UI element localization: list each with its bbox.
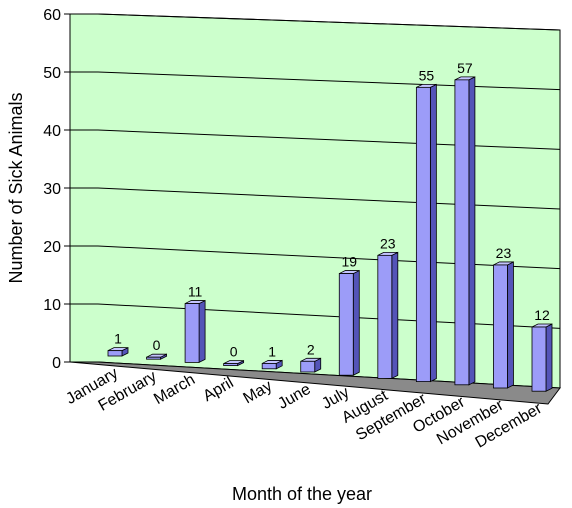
data-label: 23: [496, 245, 512, 261]
x-tick-label: March: [151, 371, 198, 408]
data-label: 23: [380, 235, 396, 251]
bar-front: [493, 264, 508, 389]
bar: [454, 76, 476, 386]
y-tick-label: 10: [43, 297, 61, 314]
bar: [493, 261, 514, 389]
data-label: 0: [153, 337, 161, 353]
data-label: 2: [307, 341, 315, 357]
bar-side: [352, 269, 360, 376]
bar-front: [107, 350, 123, 357]
bar-side: [507, 261, 514, 389]
bar-side: [429, 83, 437, 383]
floor: [69, 361, 561, 405]
gridline: [70, 129, 561, 150]
gridline: [70, 13, 561, 31]
y-tick-label: 40: [43, 123, 61, 140]
bar-front: [454, 79, 470, 386]
y-tick-label: 60: [43, 7, 61, 24]
bar: [223, 359, 245, 367]
bar: [338, 269, 360, 376]
gridline: [70, 71, 561, 91]
y-tick-label: 0: [52, 355, 61, 372]
bar-front: [377, 254, 393, 379]
x-tick-label: April: [200, 374, 236, 405]
bar-front: [184, 303, 200, 363]
data-label: 1: [268, 343, 276, 359]
bar-front: [415, 86, 431, 382]
bar: [415, 83, 437, 383]
data-label: 11: [188, 284, 203, 300]
x-axis-title: Month of the year: [232, 484, 372, 504]
gridline: [70, 245, 561, 270]
bar-side: [391, 251, 399, 380]
bar: [107, 347, 129, 357]
y-tick-label: 30: [43, 181, 61, 198]
data-label: 1: [114, 331, 122, 347]
data-label: 57: [457, 60, 473, 76]
bar: [377, 251, 399, 380]
bar-front: [338, 273, 354, 376]
x-tick-label: May: [240, 378, 275, 408]
bar: [184, 299, 206, 364]
y-axis-title: Number of Sick Animals: [6, 92, 26, 283]
data-label: 0: [230, 344, 238, 360]
bar-side: [468, 76, 476, 386]
bar-front: [223, 363, 239, 367]
data-label: 19: [341, 254, 357, 270]
bar: [531, 323, 553, 392]
y-tick-label: 50: [43, 65, 61, 82]
data-label: 55: [419, 67, 435, 83]
gridline: [70, 303, 561, 329]
plot-wall: [69, 13, 561, 389]
bar-side: [198, 299, 206, 364]
bar-front: [300, 360, 316, 373]
x-tick-label: June: [275, 381, 314, 413]
bar-front: [146, 356, 161, 360]
y-tick-label: 20: [43, 239, 61, 256]
data-label: 12: [534, 307, 550, 323]
bar: [300, 357, 322, 373]
bar-side: [545, 323, 553, 392]
bar: [146, 353, 167, 360]
bar: [261, 359, 283, 370]
bar-front: [531, 326, 547, 392]
bar-front: [261, 363, 277, 370]
gridline: [70, 187, 561, 210]
